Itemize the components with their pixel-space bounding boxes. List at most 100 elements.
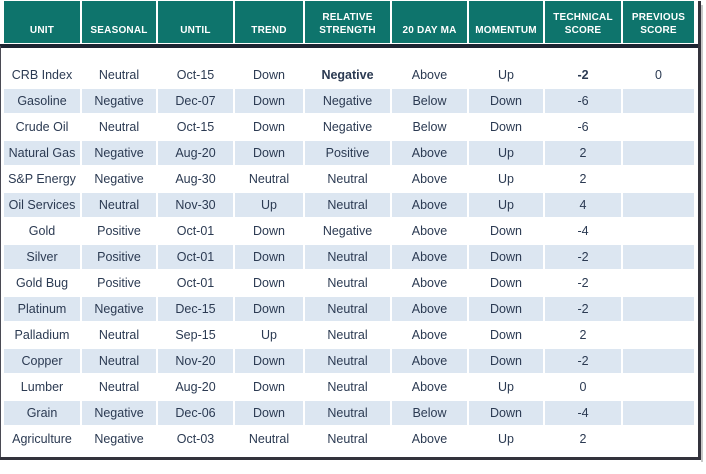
cell-seasonal: Negative (82, 427, 156, 451)
cell-until: Nov-20 (158, 349, 233, 373)
cell-trend: Down (235, 219, 303, 243)
cell-previous-score (623, 193, 694, 217)
cell-technical-score: -4 (545, 219, 621, 243)
cell-momentum: Down (469, 89, 543, 113)
cell-trend: Down (235, 115, 303, 139)
cell-relative-strength: Neutral (305, 167, 390, 191)
spacer-row (4, 45, 694, 61)
cell-relative-strength: Positive (305, 141, 390, 165)
cell-until: Oct-01 (158, 219, 233, 243)
cell-momentum: Up (469, 427, 543, 451)
cell-relative-strength: Negative (305, 63, 390, 87)
table-row-copper: Copper Neutral Nov-20 Down Neutral Above Down -… (4, 349, 694, 373)
cell-seasonal: Negative (82, 89, 156, 113)
cell-momentum: Down (469, 401, 543, 425)
table-row-palladium: Palladium Neutral Sep-15 Up Neutral Above Down… (4, 323, 694, 347)
cell-technical-score: 2 (545, 427, 621, 451)
cell-previous-score (623, 167, 694, 191)
cell-20-day-ma: Below (392, 115, 467, 139)
table-row-oil-services: Oil Services Neutral Nov-30 Up Neutral Above U… (4, 193, 694, 217)
cell-previous-score (623, 89, 694, 113)
cell-unit: Natural Gas (4, 141, 80, 165)
cell-previous-score (623, 245, 694, 269)
cell-seasonal: Neutral (82, 115, 156, 139)
frame-left-edge (0, 46, 1, 458)
cell-unit: Silver (4, 245, 80, 269)
cell-seasonal: Neutral (82, 349, 156, 373)
cell-until: Oct-03 (158, 427, 233, 451)
cell-trend: Down (235, 245, 303, 269)
cell-technical-score: -6 (545, 115, 621, 139)
cell-20-day-ma: Below (392, 401, 467, 425)
cell-relative-strength: Neutral (305, 271, 390, 295)
cell-until: Aug-30 (158, 167, 233, 191)
cell-trend: Down (235, 297, 303, 321)
table-row-agriculture: Agriculture Negative Oct-03 Neutral Neutral A… (4, 427, 694, 451)
cell-previous-score (623, 219, 694, 243)
cell-relative-strength: Neutral (305, 401, 390, 425)
header-divider-line (0, 44, 701, 48)
cell-previous-score (623, 271, 694, 295)
cell-previous-score (623, 401, 694, 425)
cell-20-day-ma: Above (392, 323, 467, 347)
cell-until: Aug-20 (158, 375, 233, 399)
table-body: CRB Index Neutral Oct-15 Down Negative Above U… (4, 45, 694, 451)
cell-trend: Down (235, 375, 303, 399)
cell-technical-score: -2 (545, 63, 621, 87)
cell-relative-strength: Neutral (305, 245, 390, 269)
column-header-momentum: MOMENTUM (469, 1, 543, 43)
cell-trend: Down (235, 141, 303, 165)
cell-relative-strength: Neutral (305, 375, 390, 399)
column-header-trend: TREND (235, 1, 303, 43)
cell-until: Dec-06 (158, 401, 233, 425)
table-row-natural-gas: Natural Gas Negative Aug-20 Down Positive Abo… (4, 141, 694, 165)
table-row-crb-index: CRB Index Neutral Oct-15 Down Negative Above U… (4, 63, 694, 87)
cell-relative-strength: Negative (305, 219, 390, 243)
cell-previous-score (623, 349, 694, 373)
cell-unit: S&P Energy (4, 167, 80, 191)
cell-momentum: Down (469, 297, 543, 321)
cell-technical-score: -2 (545, 245, 621, 269)
cell-seasonal: Neutral (82, 63, 156, 87)
cell-momentum: Down (469, 115, 543, 139)
cell-relative-strength: Negative (305, 115, 390, 139)
cell-unit: Copper (4, 349, 80, 373)
frame-bottom-edge (0, 457, 701, 460)
table-row-s-p-energy: S&P Energy Negative Aug-30 Neutral Neutral Ab… (4, 167, 694, 191)
table-row-gasoline: Gasoline Negative Dec-07 Down Negative Below D… (4, 89, 694, 113)
cell-momentum: Down (469, 245, 543, 269)
cell-seasonal: Negative (82, 141, 156, 165)
cell-20-day-ma: Above (392, 349, 467, 373)
cell-until: Aug-20 (158, 141, 233, 165)
cell-20-day-ma: Above (392, 193, 467, 217)
cell-seasonal: Positive (82, 245, 156, 269)
cell-seasonal: Negative (82, 401, 156, 425)
cell-unit: Gold (4, 219, 80, 243)
table-row-platinum: Platinum Negative Dec-15 Down Neutral Above Do… (4, 297, 694, 321)
table-row-gold: Gold Positive Oct-01 Down Negative Above Down -… (4, 219, 694, 243)
cell-unit: Gold Bug (4, 271, 80, 295)
cell-momentum: Up (469, 193, 543, 217)
cell-momentum: Up (469, 141, 543, 165)
cell-momentum: Up (469, 167, 543, 191)
cell-technical-score: 4 (545, 193, 621, 217)
cell-trend: Down (235, 349, 303, 373)
spacer-cell (82, 45, 156, 61)
cell-relative-strength: Neutral (305, 349, 390, 373)
cell-seasonal: Positive (82, 219, 156, 243)
spacer-cell (305, 45, 390, 61)
table-row-silver: Silver Positive Oct-01 Down Neutral Above Down… (4, 245, 694, 269)
column-header-technical-score: TECHNICAL SCORE (545, 1, 621, 43)
cell-momentum: Down (469, 323, 543, 347)
spacer-cell (623, 45, 694, 61)
cell-20-day-ma: Above (392, 141, 467, 165)
spacer-cell (158, 45, 233, 61)
cell-20-day-ma: Above (392, 167, 467, 191)
spacer-cell (545, 45, 621, 61)
cell-seasonal: Negative (82, 167, 156, 191)
cell-seasonal: Neutral (82, 375, 156, 399)
table-row-crude-oil: Crude Oil Neutral Oct-15 Down Negative Below D… (4, 115, 694, 139)
spacer-cell (392, 45, 467, 61)
cell-trend: Up (235, 323, 303, 347)
